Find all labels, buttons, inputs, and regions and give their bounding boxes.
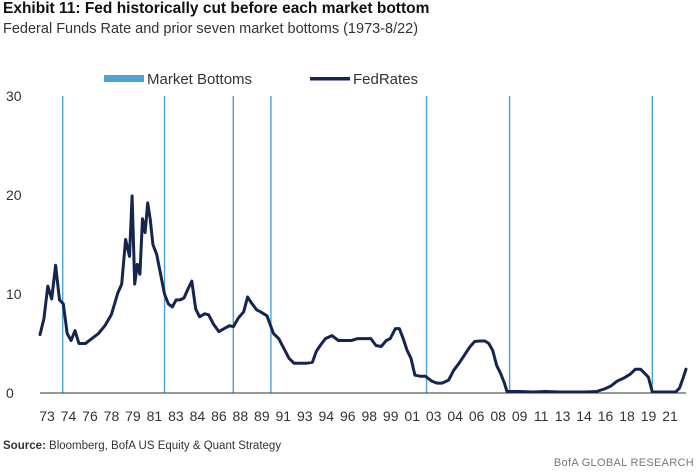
x-tick-label: 89	[254, 408, 270, 424]
footer-brand: BofA GLOBAL RESEARCH	[553, 457, 694, 469]
x-tick-label: 09	[512, 408, 528, 424]
y-axis: 0 10 20 30	[6, 88, 22, 401]
x-tick-label: 93	[297, 408, 313, 424]
legend-fedrates-swatch	[310, 77, 350, 81]
x-tick-label: 73	[39, 408, 55, 424]
x-tick-label: 04	[447, 408, 463, 424]
x-tick-label: 03	[426, 408, 442, 424]
x-tick-label: 86	[211, 408, 227, 424]
x-tick-label: 18	[619, 408, 635, 424]
x-tick-label: 88	[233, 408, 249, 424]
x-tick-label: 78	[104, 408, 120, 424]
x-tick-label: 16	[598, 408, 614, 424]
legend-market-bottoms-label: Market Bottoms	[147, 71, 252, 88]
x-tick-label: 74	[61, 408, 77, 424]
x-tick-label: 94	[318, 408, 334, 424]
x-axis: 73 74 76 78 79 81 83 84 86 88 89 91 93 94 96 98 99 01 03 04…	[39, 392, 686, 424]
x-tick-label: 84	[190, 408, 206, 424]
x-tick-label: 96	[340, 408, 356, 424]
x-tick-label: 83	[168, 408, 184, 424]
market-bottom-lines	[62, 96, 653, 393]
x-tick-label: 13	[555, 408, 571, 424]
chart-title: Exhibit 11: Fed historically cut before …	[3, 0, 430, 17]
x-tick-label: 19	[641, 408, 657, 424]
y-tick-label: 0	[6, 385, 14, 401]
x-tick-label: 99	[383, 408, 399, 424]
x-tick-label: 21	[662, 408, 678, 424]
x-tick-label: 81	[147, 408, 163, 424]
legend-market-bottoms-swatch	[104, 75, 144, 82]
x-tick-label: 76	[82, 408, 98, 424]
x-tick-label: 01	[404, 408, 420, 424]
y-tick-label: 10	[6, 286, 22, 302]
chart-subtitle: Federal Funds Rate and prior seven marke…	[3, 21, 419, 37]
x-tick-label: 08	[490, 408, 506, 424]
x-tick-label: 91	[276, 408, 292, 424]
source-text: Bloomberg, BofA US Equity & Quant Strate…	[49, 440, 282, 452]
x-tick-label: 11	[534, 408, 549, 424]
x-tick-label: 06	[469, 408, 485, 424]
y-tick-label: 20	[6, 187, 22, 203]
x-tick-label: 79	[125, 408, 141, 424]
y-tick-label: 30	[6, 88, 22, 104]
x-tick-label: 14	[576, 408, 592, 424]
fedrates-series	[38, 194, 688, 394]
source-label: Source:	[3, 440, 46, 452]
x-tick-label: 98	[361, 408, 377, 424]
legend: Market Bottoms FedRates	[104, 71, 418, 88]
fedrates-line	[38, 194, 688, 394]
legend-fedrates-label: FedRates	[353, 71, 418, 88]
source-note: Source: Bloomberg, BofA US Equity & Quan…	[3, 440, 281, 452]
